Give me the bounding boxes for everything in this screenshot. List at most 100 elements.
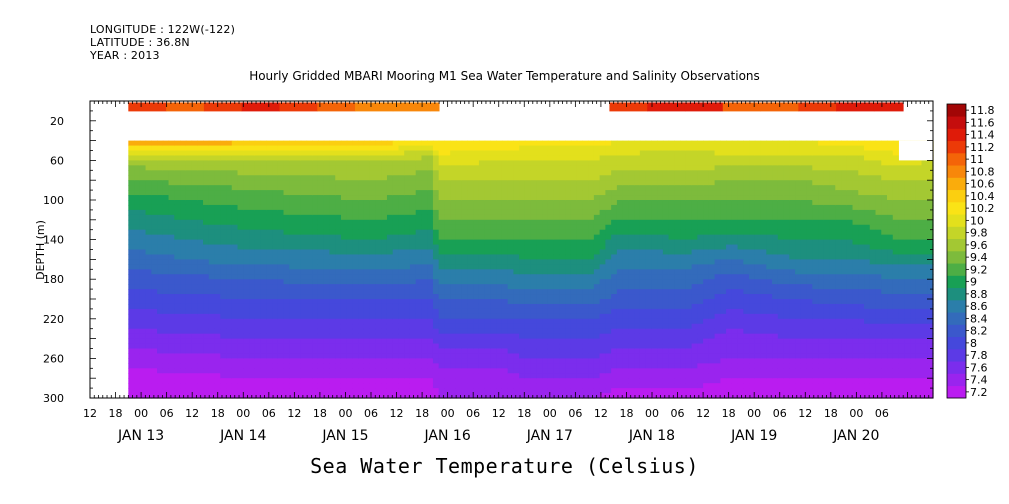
temperature-cell — [582, 284, 589, 290]
temperature-cell — [203, 259, 210, 265]
temperature-cell — [162, 180, 170, 186]
temperature-cell — [478, 279, 486, 285]
temperature-cell — [599, 318, 606, 325]
temperature-cell — [611, 155, 618, 161]
temperature-cell — [427, 378, 434, 384]
temperature-cell — [657, 264, 664, 270]
temperature-cell — [392, 373, 400, 379]
temperature-cell — [473, 294, 480, 300]
temperature-cell — [266, 170, 273, 176]
temperature-cell — [536, 170, 543, 176]
temperature-cell — [519, 229, 526, 236]
temperature-cell — [139, 150, 147, 157]
temperature-cell — [415, 388, 423, 394]
temperature-cell — [277, 175, 285, 181]
temperature-cell — [611, 363, 618, 369]
temperature-cell — [260, 269, 267, 275]
temperature-cell — [197, 373, 204, 379]
temperature-cell — [317, 323, 325, 330]
temperature-cell — [306, 333, 313, 340]
temperature-cell — [260, 244, 267, 251]
temperature-cell — [157, 373, 164, 379]
temperature-cell — [254, 383, 262, 389]
temperature-cell — [226, 348, 233, 355]
temperature-cell — [272, 269, 279, 275]
temperature-cell — [162, 254, 170, 260]
temperature-cell — [588, 358, 595, 364]
temperature-cell — [323, 249, 331, 256]
temperature-cell — [381, 209, 388, 216]
temperature-cell — [611, 170, 618, 176]
temperature-cell — [392, 388, 400, 394]
temperature-cell — [312, 229, 319, 236]
temperature-cell — [317, 209, 325, 216]
temperature-cell — [306, 368, 313, 374]
temperature-cell — [662, 264, 670, 270]
temperature-cell — [432, 328, 440, 335]
temperature-cell — [243, 160, 250, 166]
temperature-cell — [496, 274, 503, 280]
temperature-cell — [524, 303, 532, 310]
temperature-cell — [375, 353, 382, 359]
temperature-cell — [450, 200, 457, 206]
temperature-cell — [139, 239, 147, 246]
temperature-cell — [542, 239, 549, 246]
temperature-cell — [375, 140, 382, 147]
temperature-cell — [335, 393, 342, 399]
temperature-cell — [392, 219, 400, 226]
temperature-cell — [622, 234, 629, 241]
temperature-cell — [496, 155, 503, 161]
temperature-cell — [467, 284, 474, 290]
temperature-cell — [214, 299, 221, 305]
temperature-cell — [323, 343, 331, 350]
temperature-cell — [668, 328, 675, 335]
temperature-cell — [507, 368, 515, 374]
temperature-cell — [490, 219, 497, 226]
temperature-cell — [346, 190, 354, 196]
temperature-cell — [151, 180, 158, 186]
temperature-cell — [157, 363, 164, 369]
temperature-cell — [559, 204, 566, 211]
temperature-cell — [404, 338, 411, 345]
temperature-cell — [513, 328, 520, 335]
temperature-cell — [657, 244, 664, 251]
temperature-cell — [611, 219, 618, 226]
temperature-cell — [634, 234, 641, 241]
temperature-cell — [519, 328, 526, 335]
temperature-cell — [312, 313, 319, 320]
temperature-cell — [317, 294, 325, 300]
temperature-cell — [484, 200, 492, 206]
temperature-cell — [668, 348, 675, 355]
temperature-cell — [421, 294, 428, 300]
temperature-cell — [375, 269, 382, 275]
temperature-cell — [266, 373, 273, 379]
temperature-cell — [432, 145, 440, 152]
temperature-cell — [266, 180, 273, 186]
temperature-cell — [582, 343, 589, 350]
temperature-cell — [639, 145, 647, 152]
temperature-cell — [283, 279, 290, 285]
temperature-cell — [180, 274, 187, 280]
temperature-cell — [438, 234, 446, 241]
temperature-cell — [576, 368, 583, 374]
temperature-cell — [249, 388, 256, 394]
temperature-cell — [478, 388, 486, 394]
temperature-cell — [467, 160, 474, 166]
temperature-cell — [432, 180, 440, 186]
temperature-cell — [455, 160, 463, 166]
temperature-cell — [559, 383, 566, 389]
temperature-cell — [323, 328, 331, 335]
temperature-cell — [254, 274, 262, 280]
temperature-cell — [340, 373, 348, 379]
temperature-cell — [306, 190, 313, 196]
temperature-cell — [570, 294, 578, 300]
temperature-cell — [243, 264, 250, 270]
temperature-cell — [134, 175, 141, 181]
temperature-cell — [289, 358, 296, 364]
temperature-cell — [662, 338, 670, 345]
temperature-cell — [484, 313, 492, 320]
temperature-cell — [386, 328, 394, 335]
temperature-cell — [536, 269, 543, 275]
temperature-cell — [375, 279, 382, 285]
temperature-cell — [289, 333, 296, 340]
